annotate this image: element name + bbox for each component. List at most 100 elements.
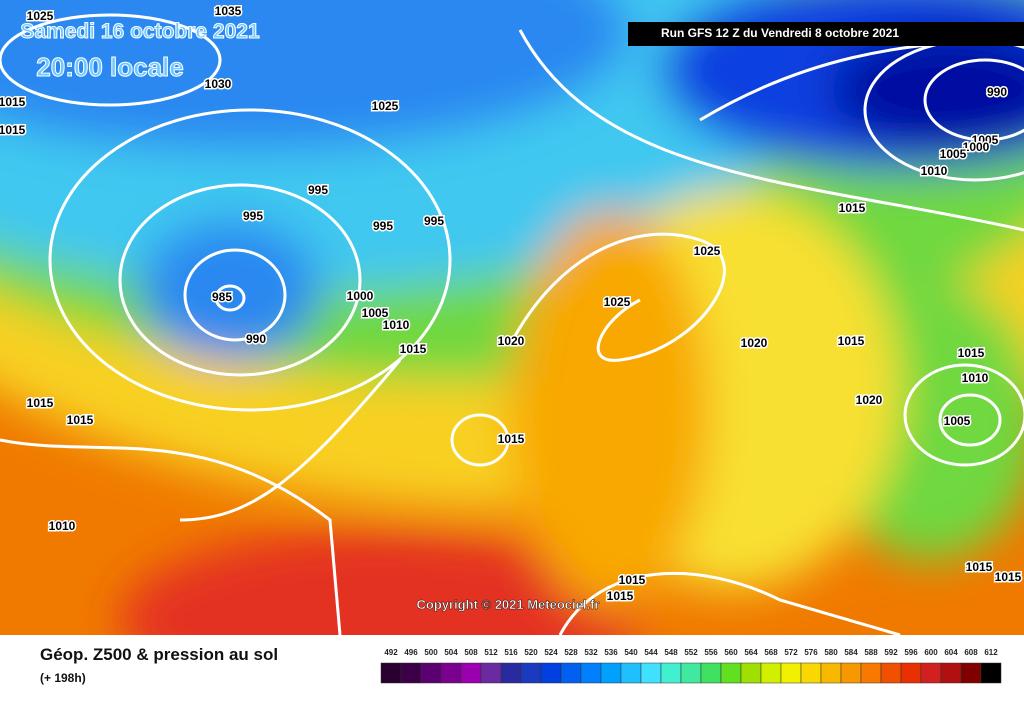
scale-swatch	[660, 662, 682, 684]
scale-swatch	[760, 662, 782, 684]
scale-swatch	[440, 662, 462, 684]
scale-swatch	[400, 662, 422, 684]
isobar-label: 995	[424, 214, 444, 228]
forecast-offset: (+ 198h)	[40, 671, 86, 685]
isobar-label: 995	[308, 183, 328, 197]
scale-tick-label: 504	[444, 648, 458, 657]
scale-tick-label: 516	[504, 648, 518, 657]
copyright: Copyright © 2021 Meteociel.fr	[417, 597, 600, 612]
scale-tick-label: 556	[704, 648, 718, 657]
isobar-label: 990	[246, 332, 266, 346]
isobar-label: 1015	[67, 413, 94, 427]
scale-tick-label: 592	[884, 648, 898, 657]
isobar-label: 1025	[372, 99, 399, 113]
scale-swatch	[980, 662, 1002, 684]
scale-swatch	[940, 662, 962, 684]
isobar-label: 1015	[607, 589, 634, 603]
isobar-label: 1000	[963, 140, 990, 154]
isobar-label: 1035	[215, 4, 242, 18]
scale-swatch	[880, 662, 902, 684]
scale-tick-label: 544	[644, 648, 658, 657]
isobar-label: 1010	[49, 519, 76, 533]
forecast-date: Samedi 16 octobre 2021	[20, 20, 260, 43]
scale-tick-label: 572	[784, 648, 798, 657]
scale-swatch	[920, 662, 942, 684]
isobar-label: 1025	[27, 9, 54, 23]
scale-swatch	[620, 662, 642, 684]
isobar-label: 1015	[498, 432, 525, 446]
isobar-label: 1020	[498, 334, 525, 348]
isobar-label: 1015	[0, 95, 26, 109]
scale-tick-label: 548	[664, 648, 678, 657]
isobar-label: 1000	[347, 289, 374, 303]
isobar-label: 1020	[856, 393, 883, 407]
isobar-label: 1015	[27, 396, 54, 410]
scale-tick-label: 612	[984, 648, 998, 657]
scale-swatch	[500, 662, 522, 684]
scale-swatch	[380, 662, 402, 684]
isobar-label: 1015	[839, 201, 866, 215]
scale-tick-label: 536	[604, 648, 618, 657]
isobar-label: 1015	[619, 573, 646, 587]
scale-tick-label: 500	[424, 648, 438, 657]
isobar-label: 1020	[741, 336, 768, 350]
color-scale: 492 496 500 504 508 512 516 520 524 528 532 536 540 5…	[380, 648, 1002, 684]
isobar-label: 1015	[958, 346, 985, 360]
scale-swatch	[800, 662, 822, 684]
isobar-label: 995	[243, 209, 263, 223]
isobar-label: 1015	[838, 334, 865, 348]
run-info: Run GFS 12 Z du Vendredi 8 octobre 2021	[661, 26, 899, 40]
scale-swatch	[540, 662, 562, 684]
scale-swatch	[780, 662, 802, 684]
scale-tick-label: 540	[624, 648, 638, 657]
scale-swatch	[520, 662, 542, 684]
scale-swatch	[580, 662, 602, 684]
scale-swatch	[560, 662, 582, 684]
scale-swatch	[720, 662, 742, 684]
scale-swatch	[640, 662, 662, 684]
scale-tick-label: 508	[464, 648, 478, 657]
scale-swatch	[860, 662, 882, 684]
isobar-label: 1005	[944, 414, 971, 428]
scale-tick-label: 528	[564, 648, 578, 657]
isobar-label: 1025	[694, 244, 721, 258]
scale-tick-label: 576	[804, 648, 818, 657]
run-banner	[628, 22, 1024, 46]
scale-tick-label: 532	[584, 648, 598, 657]
scale-swatch	[420, 662, 442, 684]
isobar-label: 1010	[921, 164, 948, 178]
scale-tick-label: 524	[544, 648, 558, 657]
scale-tick-label: 492	[384, 648, 398, 657]
isobar-label: 1015	[966, 560, 993, 574]
scale-tick-label: 580	[824, 648, 838, 657]
isobar-label: 1015	[995, 570, 1022, 584]
isobar-label: 1025	[604, 295, 631, 309]
scale-swatch	[700, 662, 722, 684]
scale-tick-label: 568	[764, 648, 778, 657]
scale-tick-label: 564	[744, 648, 758, 657]
scale-swatch	[740, 662, 762, 684]
scale-tick-label: 600	[924, 648, 938, 657]
forecast-time: 20:00 locale	[36, 52, 183, 82]
scale-tick-label: 560	[724, 648, 738, 657]
scale-swatch	[680, 662, 702, 684]
scale-tick-label: 520	[524, 648, 538, 657]
scale-swatch	[460, 662, 482, 684]
scale-swatch	[900, 662, 922, 684]
isobar-label: 1005	[940, 147, 967, 161]
isobar-label: 1030	[205, 77, 232, 91]
isobar-label: 1010	[962, 371, 989, 385]
isobar-label: 1005	[972, 133, 999, 147]
scale-swatch	[960, 662, 982, 684]
scale-swatch	[480, 662, 502, 684]
isobar-label: 990	[987, 85, 1007, 99]
isobar-label: 985	[212, 290, 232, 304]
isobar-label: 1010	[383, 318, 410, 332]
scale-tick-label: 512	[484, 648, 498, 657]
scale-tick-label: 584	[844, 648, 858, 657]
isobar-label: 1015	[400, 342, 427, 356]
scale-tick-label: 608	[964, 648, 978, 657]
